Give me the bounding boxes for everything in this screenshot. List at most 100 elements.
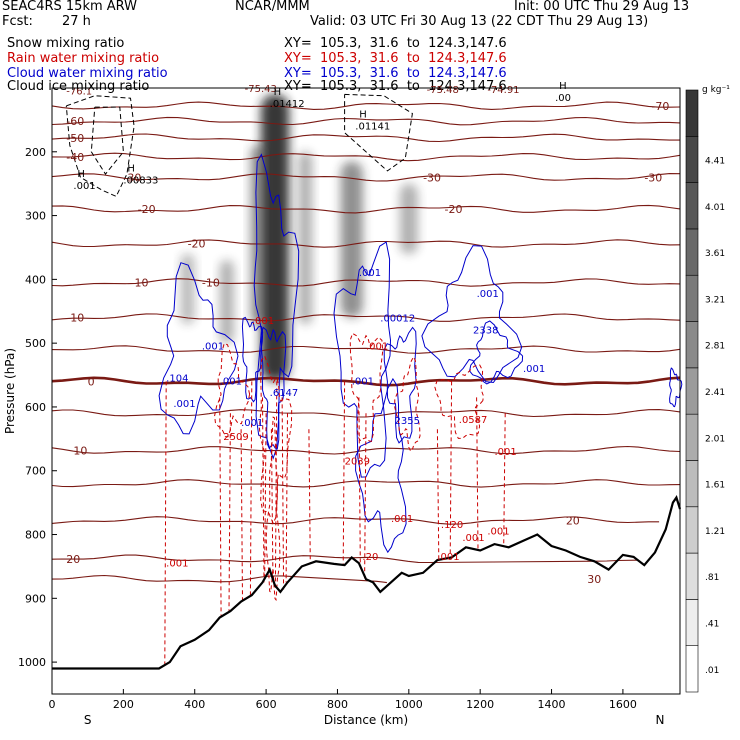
- forecast-label: Fcst:: [2, 14, 33, 29]
- y-tick-label: 600: [25, 401, 46, 414]
- snow-plume: [180, 253, 195, 325]
- rain-contour: [476, 397, 479, 550]
- colorbar-label: .41: [705, 620, 719, 630]
- plot-frame: [51, 87, 681, 695]
- colorbar-label: 1.21: [705, 527, 725, 537]
- forecast-hour: 27 h: [62, 14, 91, 29]
- temperature-contour-label: -30: [423, 171, 441, 184]
- snow-max-marker: H: [274, 87, 282, 98]
- colorbar-box: [685, 228, 699, 276]
- snow-plume: [399, 183, 418, 254]
- rain-contour: [265, 416, 281, 602]
- snow-max-label: .01141: [355, 121, 390, 132]
- rain-contour: [449, 381, 453, 558]
- rain-contour: [240, 429, 243, 602]
- colorbar-label: .81: [705, 573, 719, 583]
- snow-max-marker: H: [77, 169, 85, 180]
- colorbar-box: [685, 274, 699, 322]
- cloud-water-contour: [333, 241, 392, 478]
- temperature-contour-line: [51, 516, 660, 525]
- rain-label: .001: [494, 447, 516, 458]
- temperature-contour-line: [51, 133, 680, 143]
- x-tick-label: 1000: [395, 698, 423, 711]
- rain-label: .001: [391, 514, 413, 525]
- rain-contours: [164, 332, 506, 665]
- legend-rain-label: Rain water mixing ratio: [7, 51, 160, 66]
- cloud-water-contour: [241, 316, 264, 403]
- x-tick-label: 1600: [609, 698, 637, 711]
- rain-contour: [503, 413, 506, 547]
- rain-contour: [258, 355, 293, 525]
- temperature-contour-label: -20: [138, 203, 156, 216]
- temperature-contour-line: [51, 376, 681, 387]
- colorbar-box: [685, 599, 699, 646]
- legend-cloudice-xy: XY= 105.3, 31.6 to 124.3,147.6: [284, 79, 507, 94]
- rain-label: .001: [487, 527, 509, 538]
- temperature-contour-line: [51, 278, 681, 287]
- colorbar-label: 4.41: [705, 156, 725, 166]
- legend-rain-xy: XY= 105.3, 31.6 to 124.3,147.6: [284, 51, 507, 66]
- temperature-contour-line: [51, 313, 681, 322]
- temperature-contour-label: -50: [66, 132, 84, 145]
- y-tick-label: 500: [25, 337, 46, 350]
- cloud-water-label: .001: [220, 377, 242, 388]
- temperature-contour-line: [51, 101, 681, 110]
- legend-cloudice-label: Cloud ice mixing ratio: [7, 79, 150, 94]
- temperature-contour-label: 20: [566, 514, 580, 527]
- legend-cloudwater-xy: XY= 105.3, 31.6 to 124.3,147.6: [284, 66, 507, 81]
- legend-snow-xy: XY= 105.3, 31.6 to 124.3,147.6: [284, 36, 507, 51]
- x-axis-label: Distance (km): [324, 713, 408, 727]
- model-title: SEAC4RS 15km ARW: [2, 0, 138, 14]
- center-name: NCAR/MMM: [235, 0, 310, 14]
- contour-labels: -70 -60 -50 -40 -30 -30 -30 -20 -20 -20 -10 -10 -10 0…: [66, 81, 669, 586]
- colorbar-label: 2.81: [705, 342, 725, 352]
- rain-label: 2039: [345, 456, 370, 467]
- cloud-water-contour: [158, 262, 239, 435]
- rain-contour: [214, 342, 251, 438]
- cloud-water-label: .001: [523, 364, 545, 375]
- cloud-water-contour: [355, 377, 407, 554]
- x-tick-label: 0: [49, 698, 56, 711]
- temperature-contour-line: [51, 116, 681, 126]
- y-tick-label: 300: [25, 210, 46, 223]
- rain-contour: [262, 397, 265, 583]
- temperature-contour-line: [51, 239, 681, 248]
- y-tick-label: 200: [25, 146, 46, 159]
- rain-contour: [308, 429, 311, 564]
- cloud-ice-contour: [65, 95, 135, 198]
- rain-contour: [281, 397, 285, 590]
- x-tick-label: 400: [184, 698, 205, 711]
- temperature-contour-label: -40: [66, 151, 84, 164]
- temperature-contour-label: -60: [66, 115, 84, 128]
- cloud-water-label: .001: [477, 289, 499, 300]
- top-temperature-label: -75.43: [245, 84, 277, 95]
- x-tick-label: 800: [327, 698, 348, 711]
- snow-shading: [180, 94, 418, 382]
- x-tick-label: 600: [256, 698, 277, 711]
- cloud-water-contours: [158, 153, 683, 554]
- rain-label: .001: [366, 342, 388, 353]
- colorbar-box: [685, 645, 699, 693]
- cloud-water-contour: [260, 326, 287, 450]
- rain-label: .120: [441, 520, 463, 531]
- terrain-line: [52, 495, 682, 670]
- rain-contour: [358, 397, 361, 564]
- north-label: N: [656, 713, 665, 727]
- cloud-water-contour: [421, 245, 523, 384]
- temperature-contour-line: [51, 173, 681, 182]
- colorbar-box: [685, 413, 699, 461]
- temperature-contour-label: 0: [88, 375, 95, 388]
- rain-label: .001: [462, 533, 484, 544]
- colorbar-box: [685, 506, 699, 554]
- rain-contour: [394, 355, 421, 453]
- rain-contour: [249, 381, 253, 596]
- colorbar-box: [685, 136, 699, 183]
- snow-max-label: .01412: [270, 99, 305, 110]
- cloud-water-contour: [253, 153, 300, 460]
- temperature-contour-line: [51, 204, 681, 214]
- colorbar-unit: g kg⁻¹: [702, 85, 730, 95]
- rain-contour: [436, 429, 440, 561]
- top-temperature-label: -74.91: [487, 85, 519, 96]
- temperature-contour-label: -10: [202, 277, 220, 290]
- colorbar-box: [685, 552, 699, 600]
